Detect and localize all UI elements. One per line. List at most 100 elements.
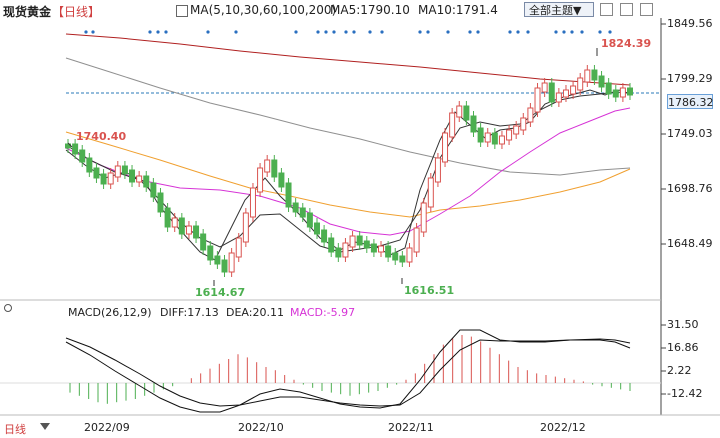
candle — [527, 107, 534, 123]
event-marker — [418, 30, 422, 34]
candle — [321, 229, 328, 243]
candle — [264, 159, 271, 173]
candle — [143, 175, 150, 188]
period-selector[interactable]: 【日线】 — [52, 5, 101, 19]
candle — [584, 69, 591, 83]
window-close-icon[interactable] — [640, 3, 653, 16]
event-marker — [164, 30, 168, 34]
y-tick-4: 1648.49 — [667, 237, 713, 250]
event-marker — [562, 30, 566, 34]
event-marker — [468, 30, 472, 34]
candle — [470, 115, 477, 133]
event-marker — [570, 30, 574, 34]
candle — [520, 117, 527, 131]
ma-label: MA(5,10,30,60,100,200) — [190, 3, 337, 17]
candle — [413, 227, 420, 253]
window-restore-icon[interactable] — [600, 3, 613, 16]
ma10-line — [65, 91, 631, 253]
event-marker — [294, 30, 298, 34]
candle — [449, 112, 456, 138]
candle — [363, 240, 370, 249]
candle — [541, 82, 548, 93]
candle — [534, 87, 541, 113]
candle — [129, 169, 136, 183]
candle — [164, 207, 171, 228]
candle — [185, 225, 192, 235]
low-annotation-2: 1616.51 — [404, 284, 455, 297]
event-marker — [580, 30, 584, 34]
candle — [619, 87, 626, 98]
candle — [178, 217, 185, 235]
low-annotation-1: 1614.67 — [195, 286, 246, 299]
candle — [591, 69, 598, 81]
candle — [328, 237, 335, 253]
candle — [157, 192, 164, 213]
ma30-line — [65, 107, 631, 236]
macd-dea-value: DEA:20.11 — [226, 306, 284, 319]
macd-y-tick-1: 16.86 — [667, 341, 699, 354]
candle — [235, 237, 242, 258]
candle — [385, 245, 392, 258]
event-marker — [234, 30, 238, 34]
candle — [598, 75, 605, 88]
candle — [342, 242, 349, 258]
candle — [612, 89, 619, 98]
candle — [114, 165, 121, 178]
event-marker — [368, 30, 372, 34]
event-marker — [380, 30, 384, 34]
candle — [378, 245, 385, 253]
event-marker — [332, 30, 336, 34]
candle — [506, 129, 513, 141]
macd-y-tick-2: 2.22 — [667, 364, 692, 377]
ma60-line — [65, 131, 631, 218]
event-marker — [344, 30, 348, 34]
candle — [207, 245, 214, 261]
candle — [427, 177, 434, 208]
candle — [456, 105, 463, 118]
macd-settings-icon[interactable] — [4, 304, 12, 312]
event-marker — [608, 30, 612, 34]
candle — [406, 247, 413, 263]
candle — [562, 89, 569, 98]
candle — [605, 82, 612, 95]
candle — [214, 255, 221, 265]
macd-dea-line — [65, 337, 631, 407]
event-marker — [84, 30, 88, 34]
candle — [306, 212, 313, 228]
window-settings-icon[interactable] — [620, 3, 633, 16]
candle — [420, 202, 427, 233]
candle — [463, 105, 470, 121]
candle — [278, 172, 285, 188]
event-marker — [508, 30, 512, 34]
ma5-value: MA5:1790.10 — [330, 3, 410, 17]
event-marker — [316, 30, 320, 34]
candle — [249, 187, 256, 218]
x-tick-3: 2022/12 — [540, 421, 586, 434]
ma100-line — [65, 57, 631, 176]
y-tick-0: 1849.56 — [667, 17, 713, 30]
event-marker — [156, 30, 160, 34]
current-price-label: 1786.32 — [667, 94, 714, 109]
candle — [121, 165, 128, 175]
y-tick-1: 1799.29 — [667, 72, 713, 85]
footer-dropdown-icon[interactable] — [40, 423, 50, 430]
candle — [79, 149, 86, 163]
event-marker — [352, 30, 356, 34]
macd-value: MACD:-5.97 — [290, 306, 356, 319]
candle — [171, 217, 178, 228]
macd-diff-line — [65, 329, 631, 413]
footer-mode[interactable]: 日线 — [4, 423, 26, 436]
event-marker — [554, 30, 558, 34]
y-tick-2: 1749.03 — [667, 127, 713, 140]
candle — [228, 252, 235, 273]
theme-dropdown-button[interactable]: 全部主题▼ — [524, 2, 594, 17]
ma10-value: MA10:1791.4 — [418, 3, 498, 17]
x-tick-2: 2022/11 — [388, 421, 434, 434]
candle — [548, 82, 555, 103]
candle — [577, 77, 584, 91]
candle — [491, 132, 498, 145]
indicator-icon[interactable] — [176, 5, 188, 17]
candle — [349, 235, 356, 248]
candle — [555, 92, 562, 103]
